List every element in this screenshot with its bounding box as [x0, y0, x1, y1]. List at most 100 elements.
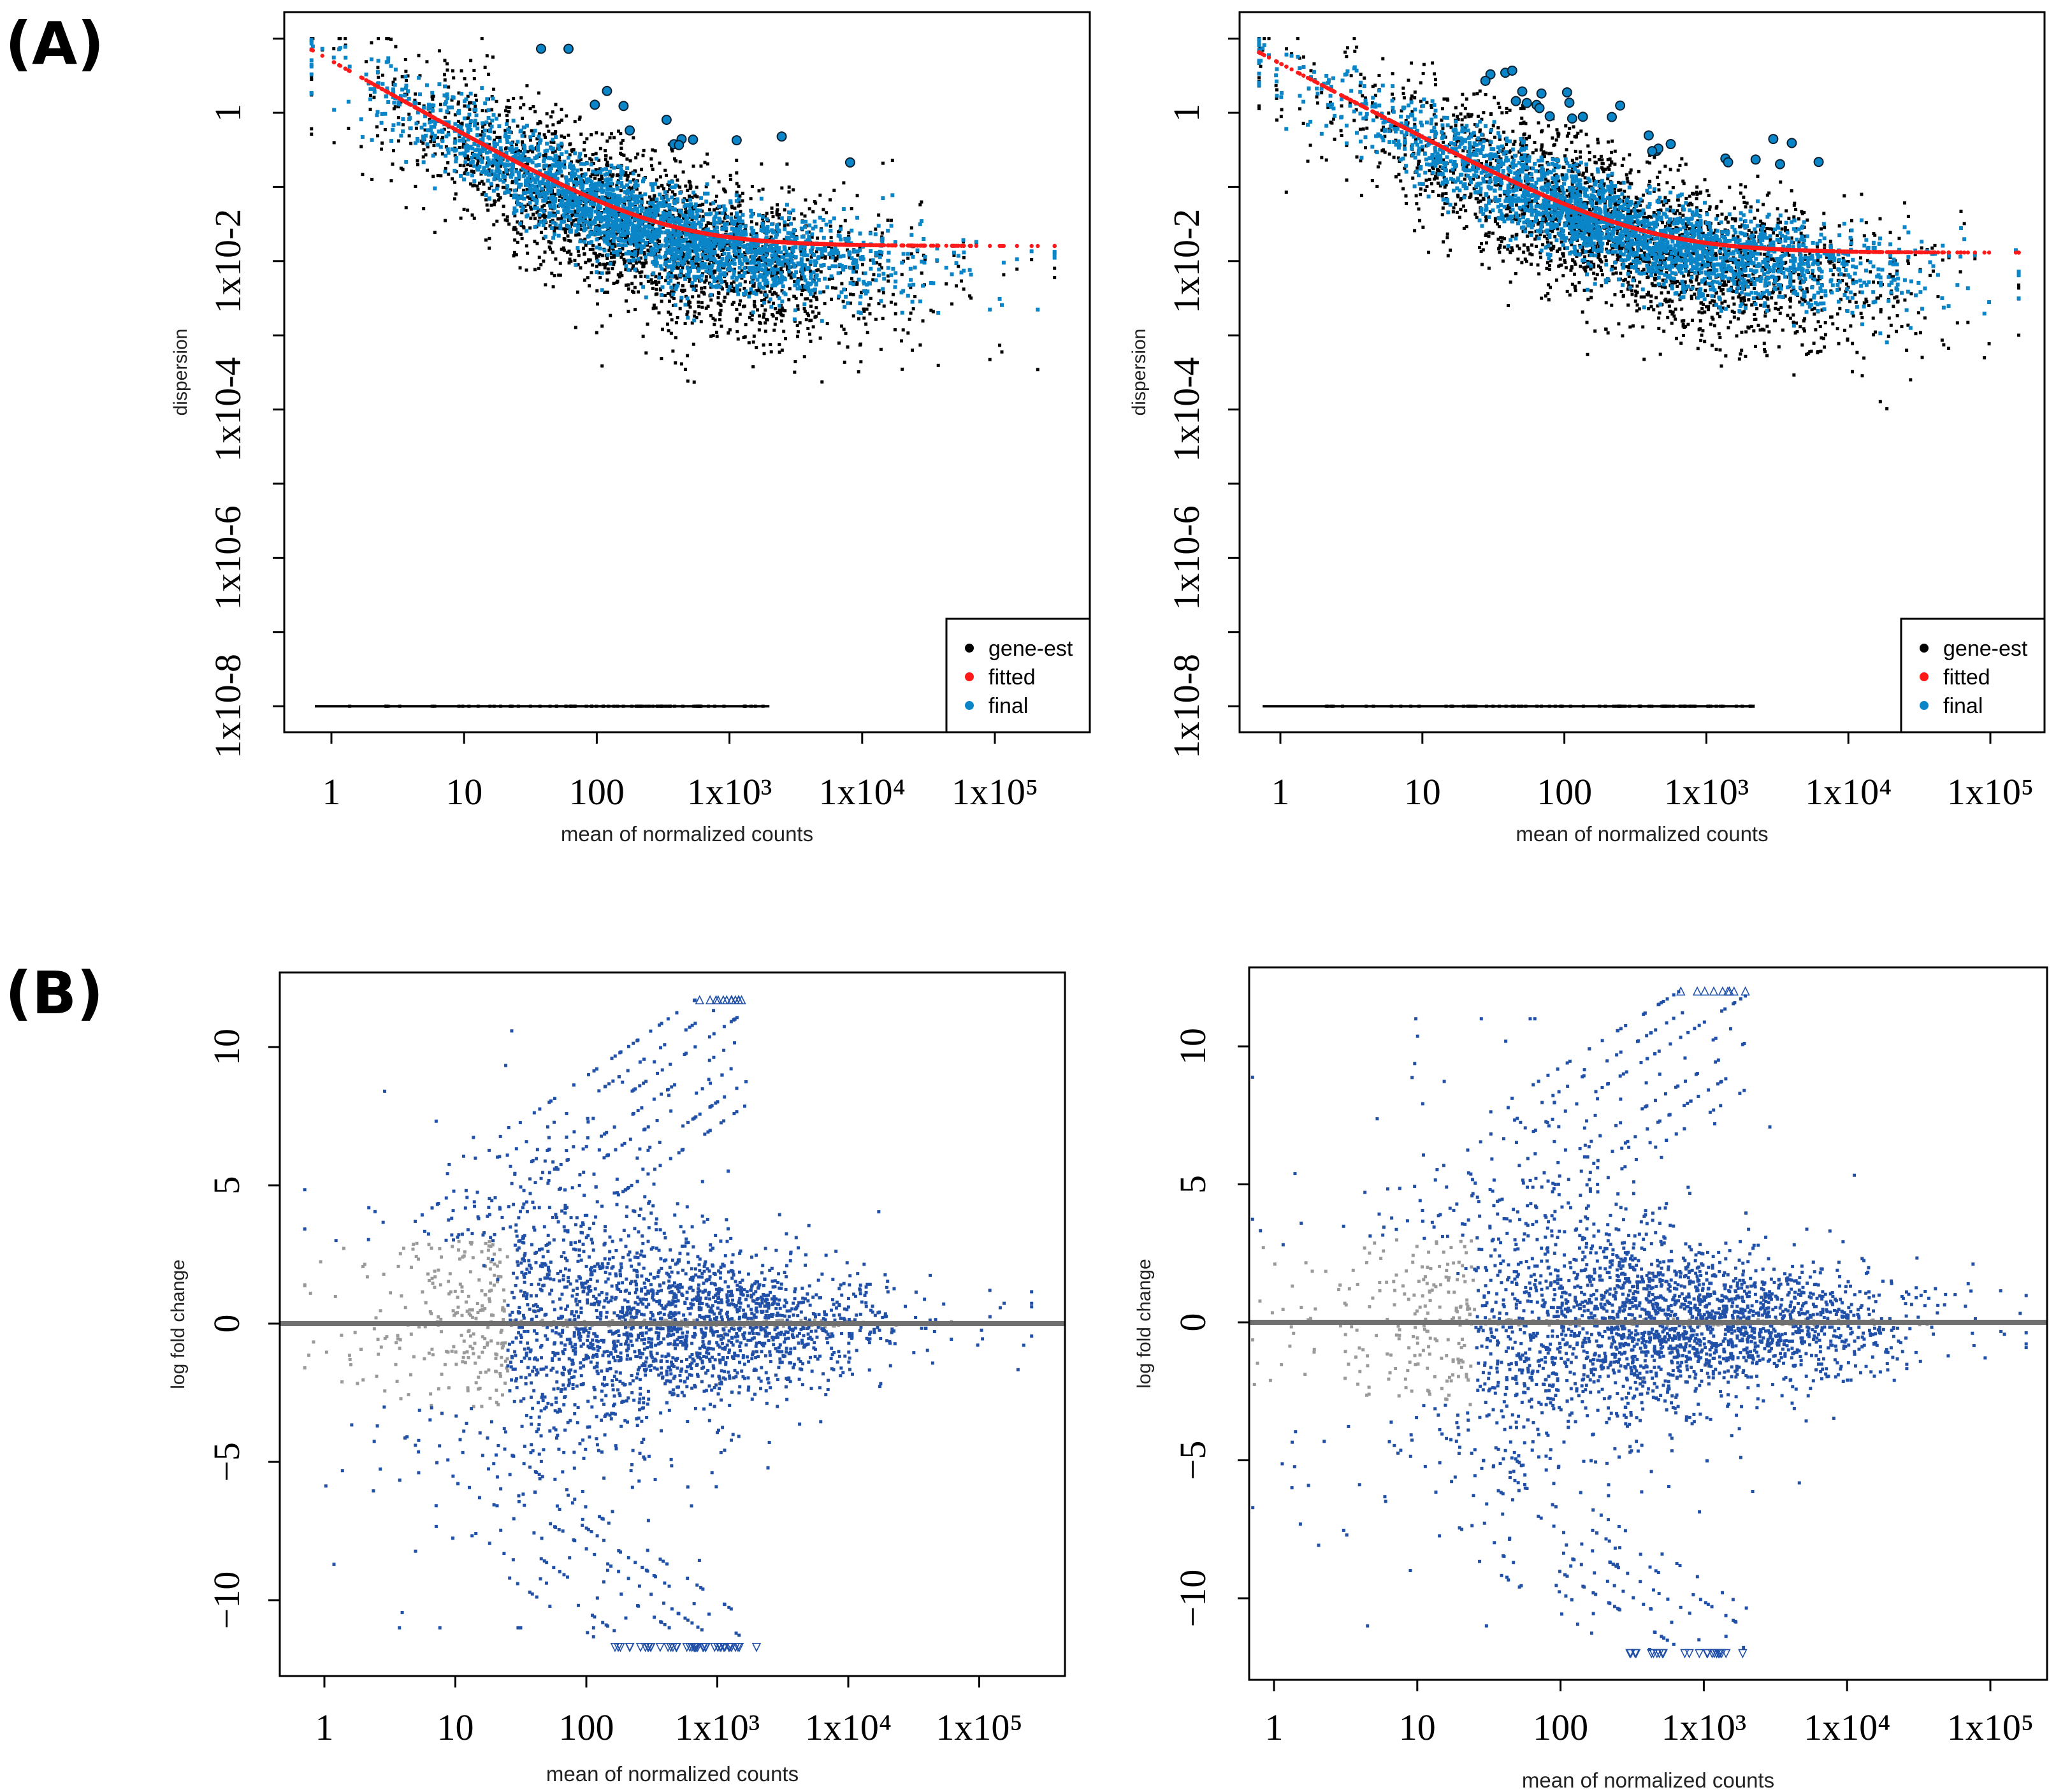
- final-point: [769, 268, 774, 272]
- gene-est-point: [877, 289, 881, 293]
- gene-est-point: [687, 180, 691, 184]
- final-point: [793, 245, 798, 250]
- gene-est-point: [583, 278, 586, 282]
- gene-est-point: [823, 256, 827, 260]
- final-point: [611, 196, 615, 201]
- final-point: [681, 213, 685, 218]
- final-point: [805, 281, 809, 285]
- final-point: [779, 275, 784, 280]
- gene-est-point: [692, 380, 696, 384]
- gene-est-point: [839, 225, 843, 229]
- gene-est-point: [672, 303, 676, 307]
- gene-est-point: [886, 219, 890, 222]
- final-point: [503, 191, 508, 195]
- gene-est-point: [715, 335, 719, 338]
- final-point: [491, 113, 496, 117]
- final-point: [882, 277, 887, 281]
- final-point: [839, 227, 843, 231]
- gene-est-point: [785, 264, 789, 268]
- final-point: [631, 171, 635, 176]
- gene-est-point: [811, 310, 814, 314]
- final-point: [785, 254, 789, 258]
- gene-est-point: [752, 282, 756, 286]
- gene-est-point: [646, 322, 649, 326]
- final-point: [521, 158, 525, 163]
- gene-est-point: [760, 304, 764, 308]
- final-point: [537, 213, 542, 217]
- points: [309, 37, 1057, 708]
- final-point: [554, 135, 558, 140]
- final-point: [635, 224, 640, 228]
- final-point: [634, 235, 639, 240]
- final-point: [309, 58, 314, 62]
- final-point: [375, 113, 379, 117]
- final-point: [887, 250, 891, 255]
- gene-est-point: [707, 262, 711, 266]
- gene-est-point: [600, 181, 604, 185]
- final-point: [803, 219, 807, 224]
- final-point: [737, 231, 742, 235]
- final-point: [700, 265, 704, 270]
- final-point: [682, 204, 686, 208]
- gene-est-point: [375, 125, 379, 129]
- final-point: [669, 285, 674, 290]
- gene-est-point: [532, 212, 535, 216]
- final-point: [843, 265, 848, 270]
- gene-est-point: [707, 208, 711, 212]
- final-point: [595, 237, 599, 242]
- gene-est-point: [429, 140, 433, 143]
- final-point: [720, 226, 725, 231]
- final-point: [576, 209, 581, 213]
- gene-est-point: [533, 205, 537, 208]
- final-point: [800, 271, 805, 275]
- gene-est-point: [629, 171, 633, 175]
- gene-est-point: [768, 290, 772, 294]
- final-point: [871, 261, 876, 265]
- gene-est-point: [737, 184, 741, 188]
- gene-est-point: [642, 148, 646, 152]
- final-point: [592, 202, 597, 206]
- gene-est-point: [640, 198, 644, 201]
- final-point: [822, 236, 826, 240]
- gene-est-point: [822, 208, 825, 212]
- gene-est-point: [392, 107, 396, 111]
- gene-est-point: [644, 206, 648, 210]
- gene-est-point: [442, 73, 446, 76]
- final-point: [764, 242, 769, 247]
- final-point: [498, 161, 503, 165]
- gene-est-point: [810, 235, 814, 239]
- final-point: [952, 250, 956, 255]
- gene-est-point: [424, 153, 428, 157]
- gene-est-point: [542, 203, 546, 207]
- gene-est-point: [529, 148, 533, 152]
- final-point: [709, 257, 713, 262]
- final-point: [533, 156, 537, 161]
- final-point: [582, 174, 586, 178]
- final-point: [480, 170, 484, 174]
- final-point: [516, 140, 520, 144]
- final-point: [625, 206, 629, 210]
- gene-est-point: [389, 38, 393, 41]
- final-point: [521, 151, 526, 155]
- final-point: [630, 226, 635, 230]
- gene-est-point: [393, 77, 397, 81]
- final-point: [468, 119, 473, 124]
- gene-est-point: [612, 136, 616, 140]
- gene-est-point: [691, 207, 695, 211]
- final-point: [761, 223, 765, 228]
- gene-est-point: [667, 310, 670, 314]
- final-point: [876, 273, 881, 278]
- gene-est-point: [470, 213, 474, 217]
- final-point: [757, 249, 762, 254]
- final-point: [622, 231, 626, 235]
- final-point: [791, 208, 795, 213]
- final-point: [754, 292, 758, 296]
- final-point: [771, 249, 775, 254]
- gene-est-point: [721, 220, 725, 224]
- gene-est-point: [310, 76, 314, 80]
- final-point: [906, 252, 910, 256]
- final-point: [516, 202, 520, 206]
- gene-est-point: [672, 296, 676, 300]
- gene-est-point: [638, 271, 642, 275]
- gene-est-point: [771, 215, 775, 219]
